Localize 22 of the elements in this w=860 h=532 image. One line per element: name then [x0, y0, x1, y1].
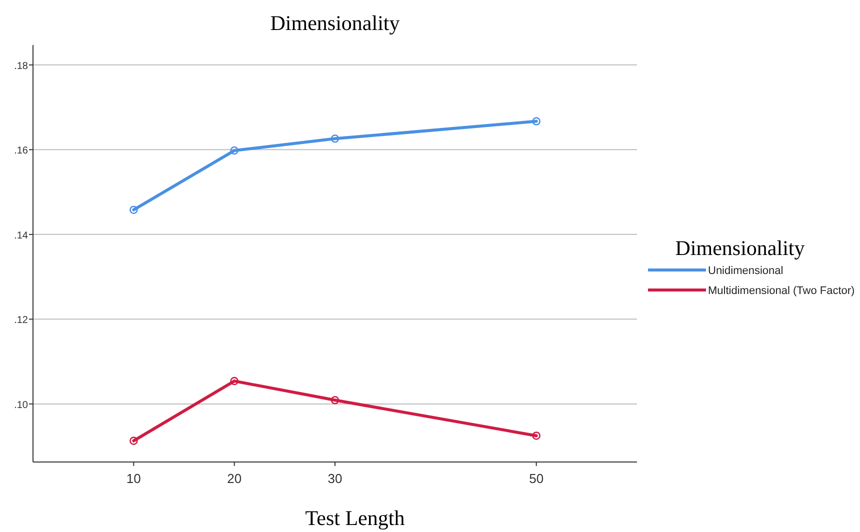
x-tick-label: 20: [227, 471, 242, 486]
x-tick-label: 30: [328, 471, 342, 486]
legend-title: Dimensionality: [675, 236, 806, 260]
y-tick-label: .12: [14, 315, 28, 326]
point: [532, 432, 540, 440]
point: [230, 146, 238, 155]
point: [130, 436, 138, 445]
point: [330, 134, 340, 143]
x-tick-label: 10: [126, 471, 141, 486]
y-tick-label: .18: [14, 60, 28, 72]
y-tick-label: .14: [14, 230, 28, 242]
y-tick-label: .16: [14, 146, 28, 157]
point: [532, 117, 540, 126]
y-tick-label: .10: [14, 400, 28, 411]
point: [130, 206, 138, 214]
point: [330, 396, 340, 404]
text: Multidimensional (Two Factor): [708, 285, 855, 297]
x-tick-label: 50: [529, 471, 544, 486]
text: Unidimensional: [708, 265, 784, 277]
x-axis-title: Test Length: [305, 506, 406, 530]
chart-title: Dimensionality: [270, 11, 400, 35]
point: [230, 376, 238, 386]
